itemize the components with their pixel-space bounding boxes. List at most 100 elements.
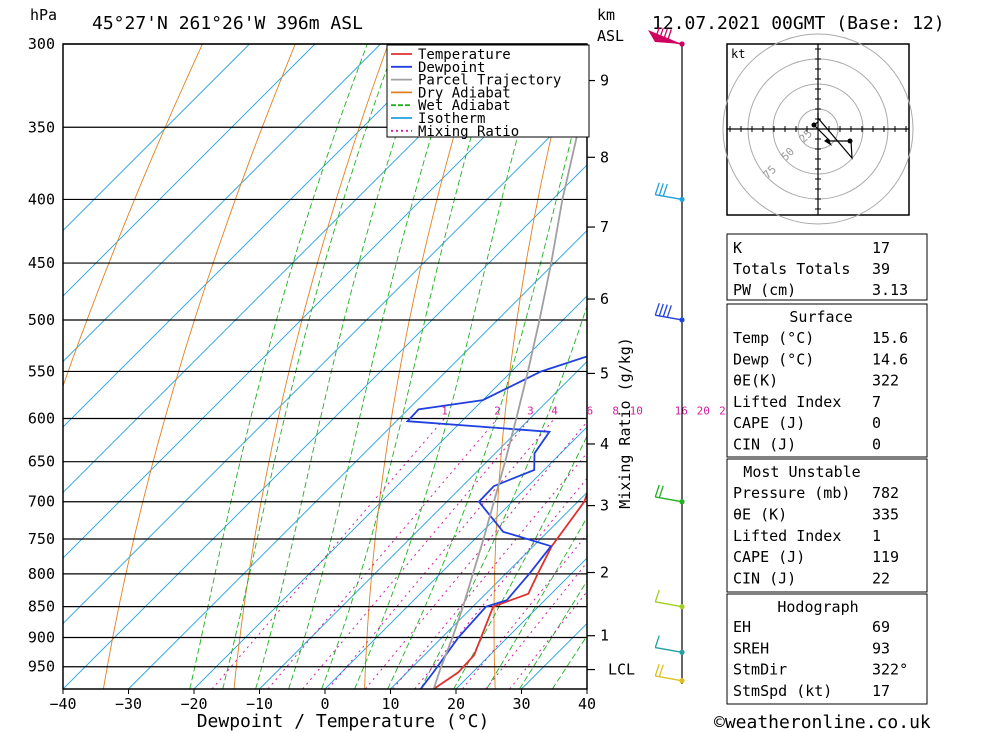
hodograph-row-value: 69 <box>872 618 890 636</box>
most-unstable-row-label: Pressure (mb) <box>733 484 850 502</box>
x-tick-label: −30 <box>115 695 142 713</box>
hodograph-title: Hodograph <box>777 598 858 616</box>
hodograph-row-label: StmSpd (kt) <box>733 682 832 700</box>
pressure-tick-label: 750 <box>28 530 55 548</box>
series-temperature-line <box>433 491 587 689</box>
storm-motion-arrow-icon <box>824 138 832 146</box>
dry-adiabat-line <box>941 44 1000 689</box>
surface-row-value: 15.6 <box>872 329 908 347</box>
km-label: km <box>597 6 615 24</box>
copyright-link[interactable]: ©weatheronline.co.uk <box>714 712 931 733</box>
totals-label: Totals Totals <box>733 260 850 278</box>
hodograph-point <box>847 138 853 144</box>
hodograph-row-value: 322° <box>872 661 908 679</box>
wind-barb-feather <box>654 663 660 677</box>
wind-barb-feather <box>654 302 660 316</box>
k-index-value: 17 <box>872 239 890 257</box>
surface-row-label: CAPE (J) <box>733 414 805 432</box>
km-tick-label: 5 <box>600 364 609 382</box>
most-unstable-row-value: 119 <box>872 548 899 566</box>
surface-row-value: 0 <box>872 414 881 432</box>
isotherm-line <box>63 44 250 232</box>
km-tick-label: 6 <box>600 290 609 308</box>
x-tick-label: −10 <box>246 695 273 713</box>
surface-row-label: θE(K) <box>733 372 778 390</box>
pressure-labels: 300 350 400 450 500 550 600 650 700 750 800 850 900 9… <box>28 35 55 676</box>
wind-barb-staff <box>655 675 683 682</box>
mixing-ratio-label: 4 <box>551 404 558 417</box>
isotherm-line <box>63 44 512 494</box>
most-unstable-title: Most Unstable <box>743 463 860 481</box>
mixing-ratio-line <box>267 418 498 689</box>
pressure-tick-label: 700 <box>28 493 55 511</box>
wind-barb-feather <box>654 484 660 498</box>
surface-row-value: 322 <box>872 372 899 390</box>
asl-label: ASL <box>597 27 624 45</box>
isotherm-line <box>63 44 316 297</box>
km-tick-label: LCL <box>608 661 635 679</box>
wind-barb-feather <box>662 183 668 197</box>
hodograph-panel: Hodograph EH 69 SREH 93 StmDir 322° StmSpd (kt… <box>726 593 928 705</box>
isotherm-line <box>63 164 587 689</box>
km-tick-label: 2 <box>600 564 609 582</box>
x-tick-label: −20 <box>180 695 207 713</box>
mixing-ratio-line <box>211 418 445 689</box>
dry-adiabat-line <box>102 44 296 689</box>
x-tick-label: 0 <box>320 695 329 713</box>
wet-adiabat-line <box>321 44 499 689</box>
dry-adiabat-line <box>364 44 482 689</box>
isotherm-line <box>324 426 587 689</box>
pressure-tick-label: 450 <box>28 254 55 272</box>
mixing-ratio-label: 10 <box>630 404 643 417</box>
series-parcel-trajectory-line <box>432 96 587 689</box>
hodograph-row-label: EH <box>733 618 751 636</box>
mixing-ratio-label: 20 <box>697 404 710 417</box>
most-unstable-row-value: 1 <box>872 527 881 545</box>
wet-adiabat-line <box>354 44 544 689</box>
mixing-ratio-label: 6 <box>586 404 593 417</box>
mixing-ratio-label: 16 <box>675 404 688 417</box>
pressure-tick-label: 800 <box>28 565 55 583</box>
wet-adiabat-line <box>222 44 397 689</box>
wind-profile <box>648 27 685 684</box>
isotherm-line <box>63 44 381 363</box>
wind-barb-feather <box>654 182 660 195</box>
km-tick-label: 4 <box>600 435 609 453</box>
mixing-ratio-line <box>392 452 587 689</box>
surface-row-value: 7 <box>872 393 881 411</box>
wind-barb-feather <box>654 635 660 648</box>
hodograph-point <box>811 122 817 128</box>
x-tick-label: −40 <box>49 695 76 713</box>
wind-barb-feather <box>658 485 664 498</box>
wet-adiabat-line <box>486 516 587 689</box>
wet-adiabat-line <box>255 44 427 689</box>
most-unstable-row-value: 782 <box>872 484 899 502</box>
wet-adiabat-line <box>453 435 587 689</box>
surface-row-label: Lifted Index <box>733 393 841 411</box>
isotherm-line <box>63 44 447 428</box>
pw-label: PW (cm) <box>733 281 796 299</box>
most-unstable-row-label: θE (K) <box>733 505 787 523</box>
indices-panel: K 17 Totals Totals 39 PW (cm) 3.13 <box>726 233 928 301</box>
top-wind-flag-icon <box>648 30 682 44</box>
legend-label: Mixing Ratio <box>418 124 519 140</box>
km-tick-label: 8 <box>600 148 609 166</box>
hpa-label: hPa <box>30 6 57 24</box>
surface-row-label: Dewp (°C) <box>733 350 814 368</box>
km-tick-label: 7 <box>600 218 609 236</box>
x-tick-label: 20 <box>447 695 465 713</box>
mixing-ratio-labels: 1 2 3 4 6 8 10 16 20 25 <box>441 404 732 417</box>
most-unstable-row-label: CIN (J) <box>733 570 796 588</box>
mixing-ratio-label: 8 <box>612 404 619 417</box>
dry-adiabat-line <box>493 44 575 689</box>
isotherm-line <box>63 44 578 559</box>
wind-barb-feather <box>658 664 664 677</box>
location-title: 45°27'N 261°26'W 396m ASL <box>92 13 363 34</box>
legend-label: Dry Adiabat <box>418 85 511 101</box>
surface-row-label: CIN (J) <box>733 436 796 454</box>
pressure-tick-label: 850 <box>28 598 55 616</box>
wind-barb-feather <box>654 589 660 603</box>
